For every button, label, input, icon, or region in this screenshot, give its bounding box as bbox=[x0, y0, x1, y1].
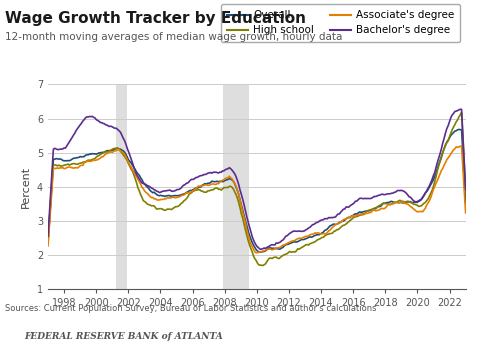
Associate's degree bbox=[253, 251, 259, 255]
High school bbox=[68, 162, 74, 166]
Bachelor's degree bbox=[310, 222, 315, 227]
Text: 12-month moving averages of median wage growth, hourly data: 12-month moving averages of median wage … bbox=[5, 32, 342, 42]
Associate's degree bbox=[68, 165, 74, 170]
Bachelor's degree bbox=[205, 171, 211, 175]
Overall bbox=[456, 127, 462, 132]
Line: Associate's degree: Associate's degree bbox=[48, 146, 466, 253]
High school bbox=[272, 255, 278, 259]
Line: Bachelor's degree: Bachelor's degree bbox=[48, 109, 466, 249]
Overall bbox=[45, 239, 51, 244]
Overall bbox=[147, 188, 153, 193]
High school bbox=[260, 263, 266, 268]
Overall bbox=[68, 158, 74, 162]
Overall bbox=[272, 246, 278, 251]
High school bbox=[310, 240, 315, 245]
Bachelor's degree bbox=[146, 184, 152, 188]
Y-axis label: Percent: Percent bbox=[21, 165, 31, 208]
Bachelor's degree bbox=[68, 137, 74, 142]
Overall bbox=[463, 201, 468, 205]
High school bbox=[146, 202, 152, 207]
Text: Wage Growth Tracker by Education: Wage Growth Tracker by Education bbox=[5, 11, 306, 26]
Bachelor's degree bbox=[272, 243, 278, 247]
Text: Sources: Current Population Survey, Bureau of Labor Statistics and author's calc: Sources: Current Population Survey, Bure… bbox=[5, 304, 376, 314]
Overall bbox=[146, 186, 152, 190]
Overall bbox=[310, 235, 315, 239]
Associate's degree bbox=[147, 194, 153, 199]
Line: High school: High school bbox=[48, 113, 466, 265]
Legend: Overall, High school, Associate's degree, Bachelor's degree: Overall, High school, Associate's degree… bbox=[221, 4, 460, 42]
Associate's degree bbox=[272, 247, 278, 251]
Associate's degree bbox=[457, 144, 463, 148]
Associate's degree bbox=[463, 211, 468, 215]
Bachelor's degree bbox=[463, 187, 468, 191]
Bachelor's degree bbox=[147, 185, 153, 189]
Bar bbox=[223, 84, 249, 289]
High school bbox=[45, 241, 51, 245]
Bar bbox=[116, 84, 127, 289]
Bachelor's degree bbox=[257, 247, 263, 251]
Text: FEDERAL RESERVE BANK of ATLANTA: FEDERAL RESERVE BANK of ATLANTA bbox=[24, 332, 223, 341]
Line: Overall: Overall bbox=[48, 130, 466, 252]
High school bbox=[147, 203, 153, 207]
Associate's degree bbox=[310, 232, 315, 237]
High school bbox=[463, 187, 468, 191]
High school bbox=[459, 111, 465, 115]
Associate's degree bbox=[45, 244, 51, 248]
Bachelor's degree bbox=[457, 107, 463, 111]
Bachelor's degree bbox=[45, 234, 51, 238]
Overall bbox=[205, 181, 211, 185]
High school bbox=[205, 189, 211, 193]
Associate's degree bbox=[205, 183, 211, 187]
Associate's degree bbox=[146, 193, 152, 197]
Overall bbox=[257, 250, 263, 254]
